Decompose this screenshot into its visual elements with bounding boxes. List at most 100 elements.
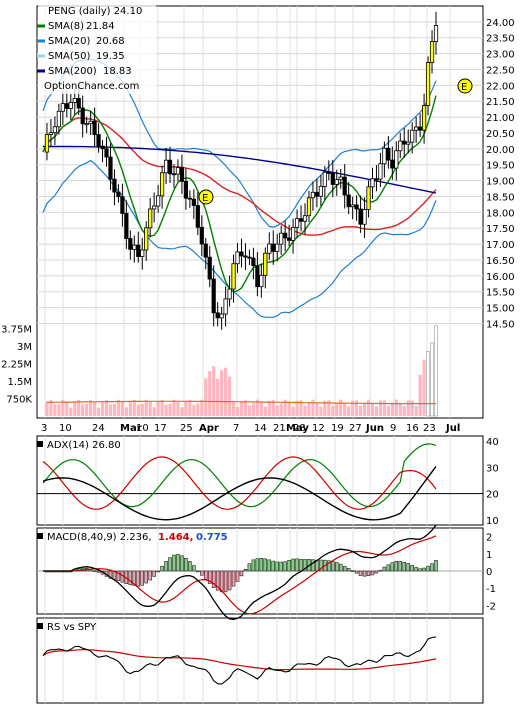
macd-histogram-bar — [311, 559, 315, 572]
macd-histogram-bar — [279, 561, 283, 572]
volume-bar — [247, 405, 252, 416]
macd-histogram-bar — [430, 563, 434, 572]
volume-bar — [299, 400, 303, 416]
x-tick-label: 16 — [406, 423, 419, 434]
macd-histogram-bar — [231, 570, 236, 587]
bollinger-lower-line — [42, 159, 437, 318]
macd-histogram-bar — [366, 570, 371, 577]
macd-histogram-bar — [136, 570, 141, 587]
volume-bar — [168, 403, 172, 416]
macd-histogram-bar — [386, 564, 391, 572]
macd-histogram-bar — [406, 563, 410, 572]
macd-histogram-bar — [172, 554, 176, 572]
adx-label: ADX(14) 26.80 — [37, 440, 121, 451]
macd-histogram-bar — [327, 560, 331, 572]
candle-body — [259, 274, 264, 288]
volume-bar — [426, 351, 430, 417]
macd-histogram-bar — [398, 561, 403, 572]
adx-swatch — [37, 441, 43, 447]
macd-histogram-bar — [227, 570, 232, 591]
candle-body — [414, 126, 419, 131]
macd-histogram-bar — [207, 570, 212, 584]
volume-bar — [283, 399, 287, 416]
macd-histogram-bar — [247, 563, 252, 572]
legend-sma50-value: 19.35 — [96, 51, 125, 62]
volume-bar — [303, 405, 307, 416]
price-tick-label: 19.00 — [486, 177, 515, 188]
x-tick-label: Jul — [445, 423, 460, 434]
macd-histogram-bar — [200, 570, 204, 576]
macd-histogram-bar — [374, 570, 379, 574]
candle-body — [370, 178, 375, 188]
candle-body — [394, 150, 399, 169]
volume-bar — [148, 401, 152, 416]
volume-bar — [398, 402, 402, 416]
earnings-marker-circle — [457, 78, 473, 94]
volume-bar — [172, 399, 176, 416]
rs-label: RS vs SPY — [37, 622, 97, 633]
candle-body — [76, 98, 81, 109]
macd-histogram-bar — [251, 559, 256, 572]
macd-histogram-bar — [267, 559, 272, 572]
candle-body — [243, 255, 248, 258]
macd-histogram-bar — [263, 558, 268, 572]
volume-bar — [116, 399, 121, 416]
candle-body — [239, 251, 244, 257]
volume-bar — [180, 407, 184, 416]
candle-body — [140, 249, 145, 257]
macd-histogram-bar — [287, 559, 291, 572]
volume-bar — [382, 400, 386, 416]
candle-body — [350, 204, 355, 208]
macd-histogram-bar — [342, 566, 347, 572]
macd-histogram-bar — [378, 569, 383, 572]
candle-body — [136, 244, 141, 257]
macd-histogram-bar — [283, 561, 287, 572]
volume-bar — [220, 370, 224, 416]
volume-bar — [156, 401, 160, 416]
x-tick-label: Apr — [199, 423, 219, 434]
candle-body — [219, 313, 224, 319]
price-tick-label: 17.00 — [486, 240, 515, 251]
legend-sma50-name: SMA(50) — [48, 51, 90, 62]
volume-bar — [390, 402, 394, 416]
price-tick-label: 21.50 — [486, 97, 515, 108]
candle-body — [287, 237, 292, 241]
volume-tick-label: 1.5M — [7, 377, 32, 388]
candle-body — [148, 208, 153, 229]
price-tick-label: 22.50 — [486, 65, 515, 76]
candle-body — [302, 215, 308, 222]
volume-bar — [120, 401, 124, 416]
volume-tick-label: 750K — [6, 395, 32, 406]
macd-tick-label: 1 — [486, 550, 492, 561]
candle-body — [116, 191, 121, 198]
volume-bar — [287, 402, 291, 416]
volume-bar — [275, 405, 279, 416]
candle-body — [255, 265, 260, 288]
volume-bar — [140, 403, 144, 416]
macd-histogram-bar — [362, 570, 367, 577]
volume-bar — [327, 400, 331, 416]
candle-body — [425, 62, 431, 106]
price-tick-label: 18.50 — [486, 192, 515, 203]
adx-tick-label: 10 — [486, 516, 499, 527]
candle-body — [406, 141, 411, 145]
volume-bar — [96, 407, 101, 416]
volume-bar — [184, 401, 188, 416]
volume-bar — [311, 399, 315, 416]
macd-histogram-bar — [382, 566, 387, 572]
volume-bar — [235, 406, 240, 416]
volume-bar — [160, 400, 164, 416]
candle-body — [128, 238, 133, 250]
candle-body — [171, 173, 177, 176]
macd-histogram-bar — [148, 570, 152, 581]
macd-histogram-bar — [354, 570, 359, 574]
price-tick-label: 22.00 — [486, 81, 515, 92]
macd-histogram-bar — [108, 570, 113, 579]
earnings-marker-2: E — [457, 78, 473, 94]
volume-bar — [212, 366, 216, 416]
macd-histogram-bar — [335, 562, 339, 572]
candle-body — [112, 178, 117, 193]
macd-histogram-bar — [132, 570, 137, 586]
adx-label-text: ADX(14) 26.80 — [47, 440, 121, 451]
macd-histogram-bar — [235, 570, 240, 582]
